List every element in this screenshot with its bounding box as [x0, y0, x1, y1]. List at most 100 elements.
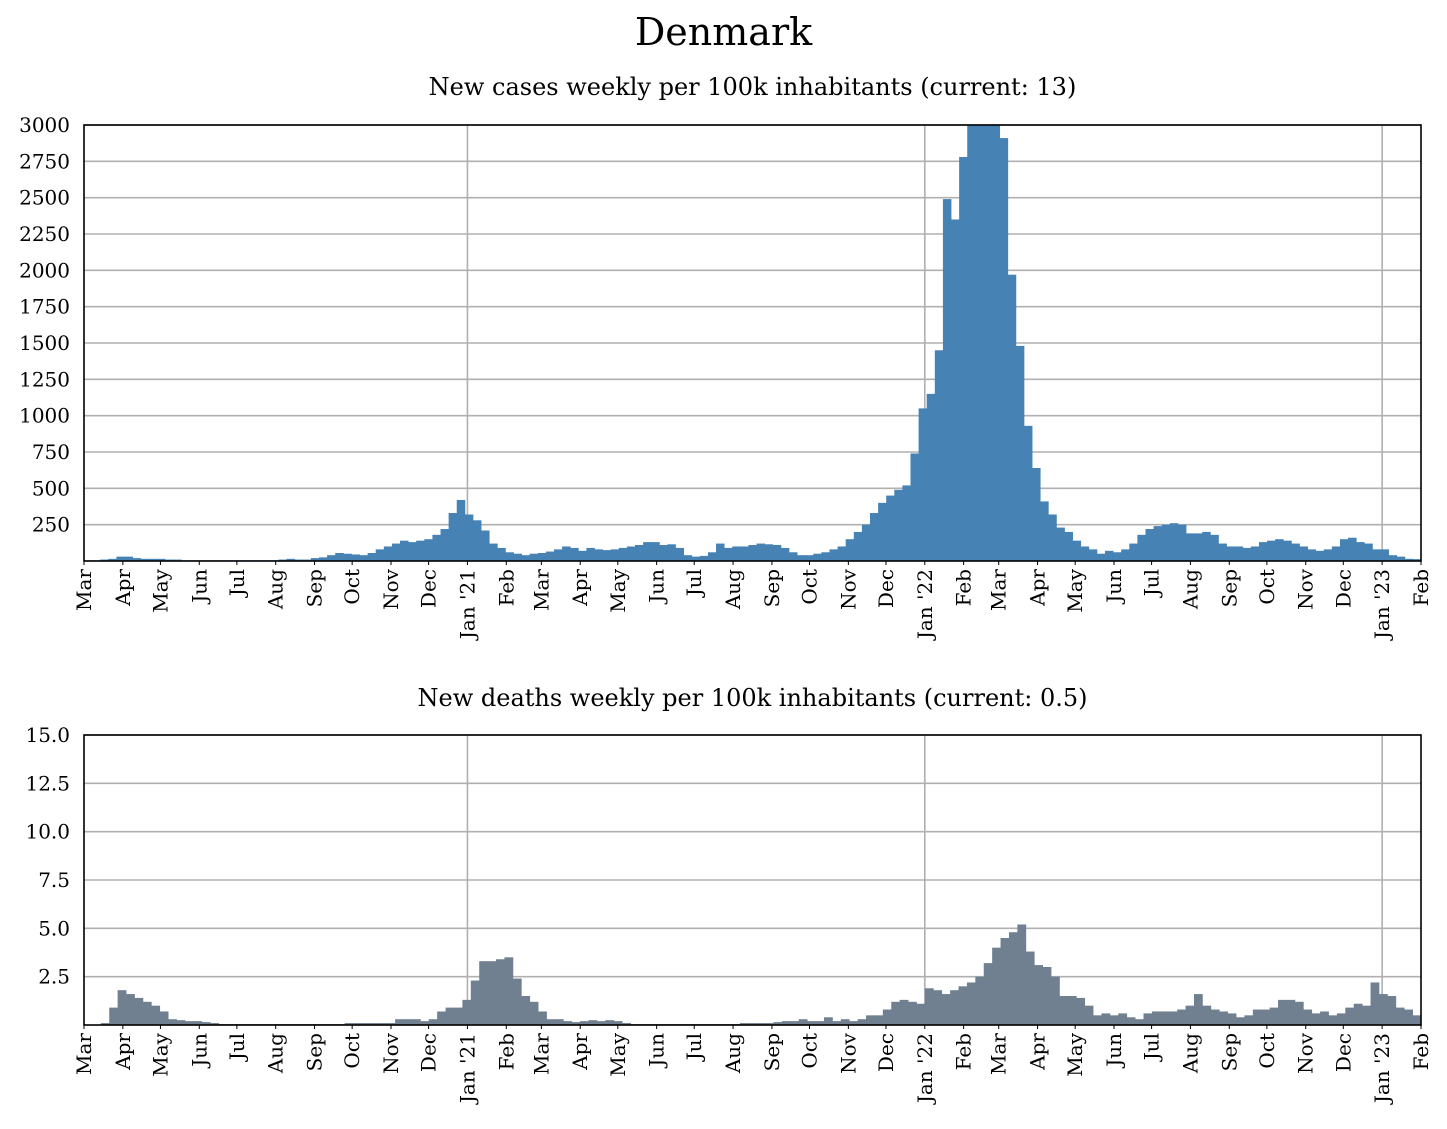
cases-bar — [472, 520, 482, 561]
deaths-bar — [403, 1019, 413, 1025]
cases-bar — [1242, 547, 1252, 561]
cases-bar — [797, 555, 806, 561]
cases-plot-frame — [83, 124, 1422, 562]
cases-bar — [1291, 543, 1300, 561]
deaths-bar — [1236, 1017, 1245, 1025]
cases-y-tick-label: 250 — [32, 513, 70, 537]
cases-bar — [902, 485, 911, 561]
cases-bar — [1186, 533, 1195, 561]
deaths-bar — [874, 1015, 884, 1025]
cases-x-tick-label: Jun — [187, 569, 211, 605]
deaths-bar — [1353, 1003, 1363, 1025]
cases-bar — [602, 550, 612, 561]
cases-y-tick-label: 1500 — [19, 331, 70, 355]
deaths-bar — [1042, 967, 1052, 1025]
deaths-bar — [748, 1023, 758, 1025]
deaths-x-tick-label: Jan '23 — [1370, 1033, 1394, 1105]
deaths-bar — [1185, 1005, 1195, 1025]
deaths-bar — [504, 957, 514, 1025]
cases-bar — [1275, 539, 1284, 561]
deaths-bar — [546, 1019, 556, 1025]
deaths-bar — [1101, 1013, 1111, 1025]
deaths-bar — [798, 1019, 808, 1025]
deaths-bar — [529, 1001, 539, 1025]
deaths-bar — [588, 1020, 598, 1025]
deaths-x-tick-label: Apr — [111, 1033, 135, 1071]
cases-bar — [610, 549, 620, 561]
deaths-bar — [1378, 994, 1388, 1025]
deaths-bar — [1336, 1013, 1346, 1025]
deaths-bar — [899, 999, 909, 1025]
deaths-x-tick-label: May — [148, 1032, 172, 1076]
deaths-bar — [924, 988, 934, 1025]
deaths-bar — [563, 1021, 573, 1025]
cases-bar — [448, 513, 458, 561]
deaths-x-tick-label: Apr — [1026, 1033, 1050, 1071]
deaths-bar — [1202, 1005, 1212, 1025]
cases-bar — [1412, 559, 1422, 561]
cases-bar — [975, 125, 984, 561]
deaths-bar — [966, 982, 976, 1025]
cases-bar — [1015, 345, 1025, 561]
cases-bar — [1023, 425, 1033, 561]
deaths-bar — [151, 1005, 161, 1025]
cases-bar — [1145, 529, 1154, 561]
deaths-bar — [428, 1019, 438, 1025]
deaths-bar — [193, 1021, 203, 1025]
deaths-bar — [1210, 1009, 1220, 1025]
deaths-bar — [605, 1020, 615, 1025]
cases-bar — [1307, 549, 1317, 561]
deaths-y-tick-label: 5.0 — [38, 916, 70, 940]
cases-bar — [1202, 531, 1211, 561]
deaths-bar — [470, 980, 480, 1025]
deaths-bar — [1025, 951, 1035, 1025]
deaths-x-tick-label: Feb — [952, 1033, 976, 1070]
deaths-bar — [773, 1022, 783, 1025]
cases-bar — [108, 558, 117, 561]
deaths-bar — [857, 1019, 867, 1025]
deaths-x-tick-label: Dec — [1331, 1033, 1355, 1072]
deaths-bar — [1051, 976, 1060, 1025]
deaths-bar — [1034, 965, 1044, 1025]
deaths-bar — [941, 994, 951, 1025]
cases-bar — [748, 545, 757, 561]
cases-x-tick-label: Dec — [417, 569, 441, 608]
cases-bar — [772, 545, 782, 561]
cases-bar — [837, 546, 847, 561]
deaths-bar — [1294, 1001, 1304, 1025]
deaths-bar — [916, 1003, 926, 1025]
deaths-bar — [1303, 1009, 1313, 1025]
deaths-bar — [580, 1021, 589, 1025]
deaths-bar — [1227, 1013, 1237, 1025]
deaths-bar — [176, 1020, 186, 1025]
deaths-bar — [1193, 994, 1203, 1025]
deaths-bar — [210, 1023, 219, 1025]
cases-bar — [1153, 526, 1163, 561]
cases-bar — [829, 549, 838, 561]
cases-bar — [148, 558, 158, 561]
deaths-bar — [832, 1021, 842, 1025]
deaths-x-tick-label: Oct — [798, 1033, 822, 1069]
cases-bar — [286, 558, 296, 561]
cases-bar — [1250, 546, 1260, 561]
cases-bar — [1194, 533, 1203, 561]
deaths-bar — [1370, 982, 1380, 1025]
deaths-bar — [184, 1021, 194, 1025]
deaths-bar — [521, 996, 531, 1025]
deaths-bar — [823, 1017, 833, 1025]
deaths-chart: 2.5 5.0 7.5 10.0 12.5 15.0 Mar Apr May Jun Jul Aug S… — [25, 723, 1433, 1105]
cases-x-tick-label: Jul — [682, 569, 706, 598]
cases-bar — [740, 546, 749, 561]
cases-bar — [383, 546, 393, 561]
cases-x-tick-label: Mar — [987, 569, 1011, 611]
deaths-bar — [908, 1001, 917, 1025]
deaths-x-tick-label: Jan '21 — [455, 1033, 479, 1105]
cases-bar — [1299, 546, 1308, 561]
cases-bar — [1040, 501, 1049, 561]
cases-bar — [805, 555, 814, 561]
cases-bar — [1396, 556, 1406, 561]
cases-bar — [116, 556, 125, 561]
cases-bar — [788, 552, 798, 561]
deaths-bar — [739, 1023, 749, 1025]
